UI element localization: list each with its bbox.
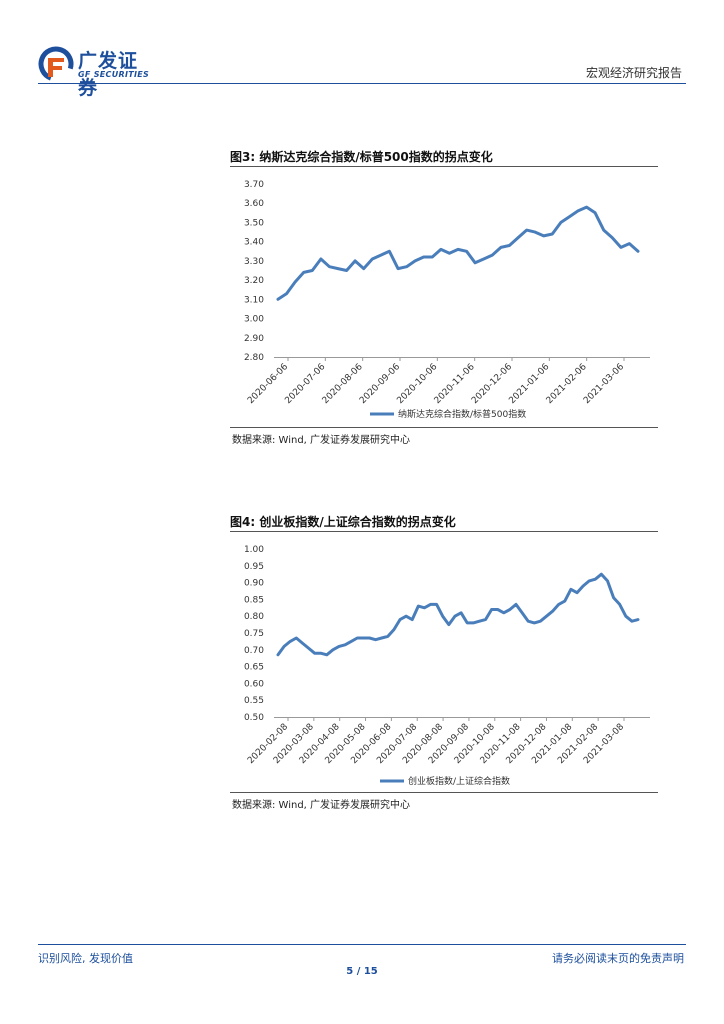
y-tick-label: 0.95 [244,562,264,572]
figure-3-chart: 2.80 2.90 3.00 3.10 3.20 3.30 3.40 3.50 3.60 3.70… [230,168,658,426]
figure-3-title: 图3: 纳斯达克综合指数/标普500指数的拐点变化 [230,150,493,164]
y-tick-label: 0.70 [244,646,264,656]
y-tick-label: 0.75 [244,629,264,639]
series-line [276,205,640,301]
y-tick-label: 3.10 [244,295,264,305]
gf-logo-icon [38,46,74,82]
y-tick-label: 3.70 [244,180,264,190]
chart-2-svg: 0.50 0.55 0.60 0.65 0.70 0.75 0.80 0.85 0.90 0.95… [244,545,650,787]
y-tick-label: 0.55 [244,696,264,706]
figure-3-title-rule [230,166,658,167]
figure-4-title: 图4: 创业板指数/上证综合指数的拐点变化 [230,515,456,529]
y-tick-label: 2.90 [244,334,264,344]
y-tick-label: 3.40 [244,238,264,248]
y-tick-label: 3.60 [244,199,264,209]
figure-4-source: 数据来源: Wind, 广发证券发展研究中心 [232,800,411,811]
y-tick-label: 0.60 [244,679,264,689]
header-divider [38,83,686,84]
footer-disclaimer-note: 请务必阅读末页的免责声明 [552,952,684,965]
page-header: 广发证券 GF SECURITIES 宏观经济研究报告 [0,0,724,99]
legend-label: 创业板指数/上证综合指数 [408,775,510,787]
x-tick-label: 2021-03-06 [582,362,626,406]
y-tick-label: 3.50 [244,218,264,228]
legend-label: 纳斯达克综合指数/标普500指数 [398,408,526,420]
y-tick-label: 1.00 [244,545,264,555]
figure-4-title-rule [230,531,658,532]
series-line [276,572,640,657]
y-tick-label: 0.65 [244,663,264,673]
figure-4-chart: 0.50 0.55 0.60 0.65 0.70 0.75 0.80 0.85 0.90 0.95… [230,533,658,791]
figure-4-source-rule [230,792,658,793]
figure-3-source-rule [230,427,658,428]
y-tick-label: 3.30 [244,257,264,267]
logo-en-text: GF SECURITIES [78,70,150,79]
y-tick-label: 3.20 [244,276,264,286]
footer-divider [38,944,686,945]
logo-cn-text: 广发证券 [78,50,139,99]
y-tick-label: 0.85 [244,595,264,605]
chart-legend: 创业板指数/上证综合指数 [380,775,510,787]
page-number: 5 / 15 [346,966,378,977]
chart-legend: 纳斯达克综合指数/标普500指数 [370,408,526,420]
y-tick-label: 0.80 [244,612,264,622]
company-logo: 广发证券 GF SECURITIES [38,46,156,99]
y-tick-label: 2.80 [244,353,264,363]
footer-slogan: 识别风险, 发现价值 [38,952,133,965]
chart-1-svg: 2.80 2.90 3.00 3.10 3.20 3.30 3.40 3.50 3.60 3.70… [244,180,650,420]
y-tick-label: 3.00 [244,315,264,325]
report-type: 宏观经济研究报告 [585,66,682,80]
y-tick-label: 0.90 [244,579,264,589]
y-tick-label: 0.50 [244,713,264,723]
figure-3-source: 数据来源: Wind, 广发证券发展研究中心 [232,435,411,446]
